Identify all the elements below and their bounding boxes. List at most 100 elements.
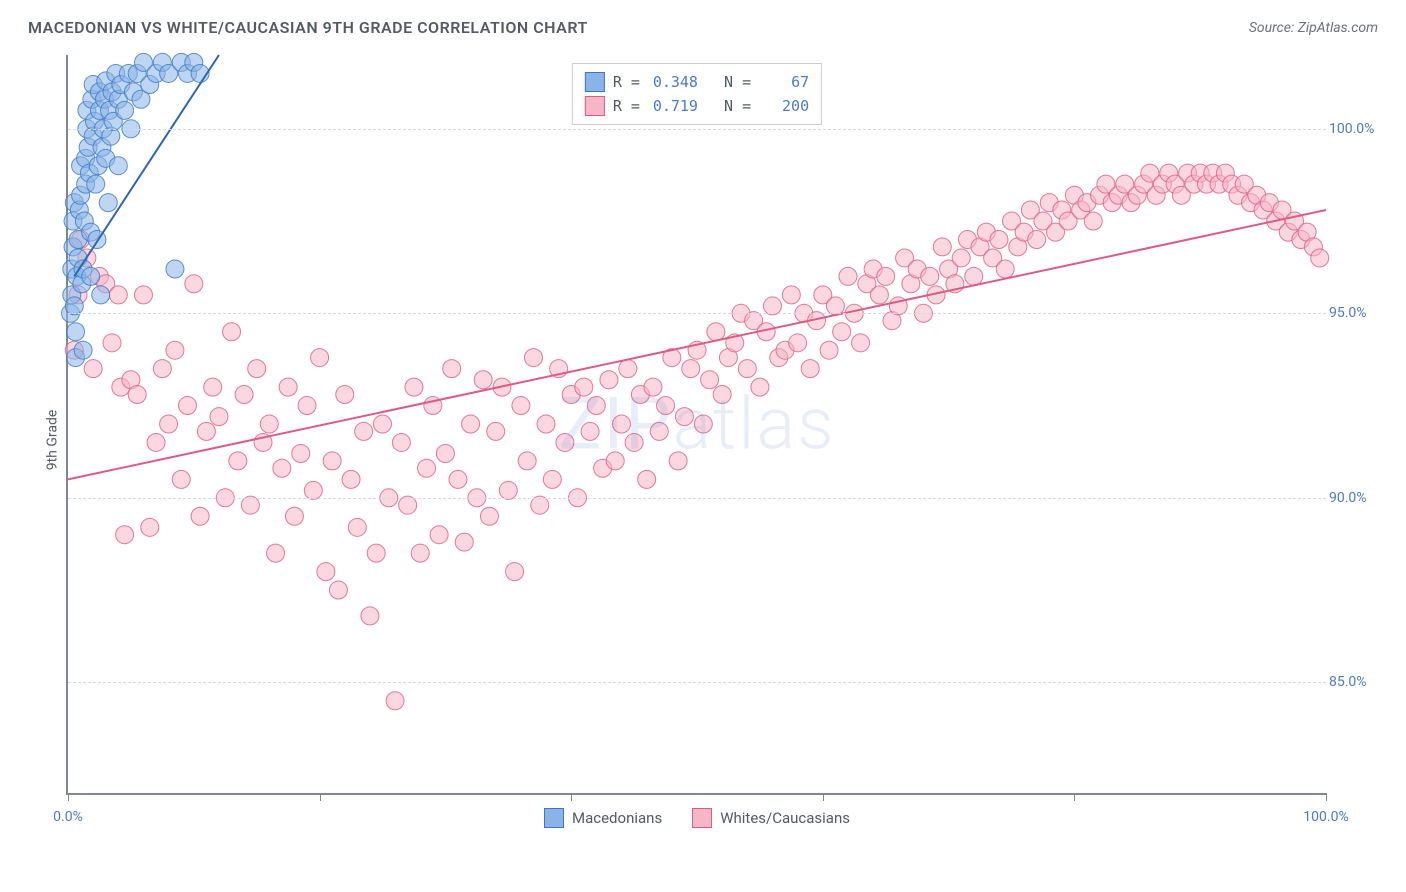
scatter-point [443,360,461,378]
r-val-2: 0.719 [648,97,698,115]
x-tick-label: 0.0% [53,809,83,825]
scatter-point [619,360,637,378]
scatter-point [694,415,712,433]
n-val-1: 67 [759,73,809,91]
scatter-point [92,286,110,304]
scatter-point [342,470,360,488]
scatter-point [499,481,517,499]
scatter-point [223,323,241,341]
scatter-point [298,397,316,415]
scatter-point [160,415,178,433]
scatter-point [556,433,574,451]
scatter-point [524,349,542,367]
scatter-point [191,507,209,525]
scatter-point [600,371,618,389]
grid-line [68,313,1326,314]
scatter-point [336,385,354,403]
scatter-point [67,323,85,341]
scatter-point [141,518,159,536]
scatter-point [996,260,1014,278]
scatter-point [839,267,857,285]
scatter-point [436,445,454,463]
scatter-point [304,481,322,499]
scatter-point [185,275,203,293]
scatter-point [355,422,373,440]
scatter-point [317,563,335,581]
scatter-point [543,470,561,488]
scatter-point [826,297,844,315]
scatter-point [399,496,417,514]
scatter-point [965,267,983,285]
scatter-point [575,378,593,396]
x-tick [1074,793,1075,801]
scatter-point [801,360,819,378]
scatter-point [74,341,92,359]
stats-row-1: R = 0.348 N = 67 [585,70,809,94]
scatter-point [179,397,197,415]
scatter-point [99,194,117,212]
scatter-point [738,360,756,378]
y-tick-label: 85.0% [1329,674,1384,690]
scatter-point [512,397,530,415]
y-tick-label: 100.0% [1329,121,1384,137]
scatter-point [285,507,303,525]
scatter-point [323,452,341,470]
scatter-point [933,238,951,256]
scatter-point [990,231,1008,249]
scatter-point [197,422,215,440]
scatter-point [852,334,870,352]
scatter-point [763,297,781,315]
scatter-point [292,445,310,463]
legend-item-2: Whites/Caucasians [692,808,850,828]
legend-item-1: Macedonians [544,808,662,828]
n-val-2: 200 [759,97,809,115]
scatter-point [487,422,505,440]
scatter-point [625,433,643,451]
scatter-point [172,470,190,488]
n-label: N = [706,73,751,91]
scatter-point [613,415,631,433]
plot-area: ZIPatlas R = 0.348 N = 67 R = 0.719 N = … [66,55,1326,795]
scatter-point [506,563,524,581]
scatter-point [235,385,253,403]
scatter-point [166,260,184,278]
stats-legend: R = 0.348 N = 67 R = 0.719 N = 200 [572,63,822,125]
swatch-blue-icon [544,808,564,828]
y-tick-label: 95.0% [1329,305,1384,321]
scatter-point [462,415,480,433]
scatter-point [147,433,165,451]
scatter-point [606,452,624,470]
grid-line [68,129,1326,130]
n-label: N = [706,97,751,115]
scatter-point [367,544,385,562]
scatter-point [229,452,247,470]
scatter-point [870,286,888,304]
legend-label-2: Whites/Caucasians [720,809,850,827]
scatter-point [204,378,222,396]
scatter-point [1084,212,1102,230]
scatter-point [657,397,675,415]
scatter-point [669,452,687,470]
scatter-point [952,249,970,267]
r-val-1: 0.348 [648,73,698,91]
trend-line [68,210,1326,479]
scatter-point [707,323,725,341]
scatter-point [537,415,555,433]
scatter-point [418,459,436,477]
series-legend: Macedonians Whites/Caucasians [544,808,850,828]
scatter-point [405,378,423,396]
scatter-point [84,360,102,378]
scatter-point [820,341,838,359]
scatter-point [392,433,410,451]
source-attribution: Source: ZipAtlas.com [1249,20,1378,36]
scatter-point [109,157,127,175]
scatter-point [153,360,171,378]
chart-container: 9th Grade ZIPatlas R = 0.348 N = 67 R = … [50,55,1380,825]
scatter-point [87,175,105,193]
r-label: R = [613,73,640,91]
scatter-point [109,286,127,304]
scatter-point [260,415,278,433]
scatter-point [644,378,662,396]
legend-label-1: Macedonians [572,809,662,827]
x-tick [1326,793,1327,801]
